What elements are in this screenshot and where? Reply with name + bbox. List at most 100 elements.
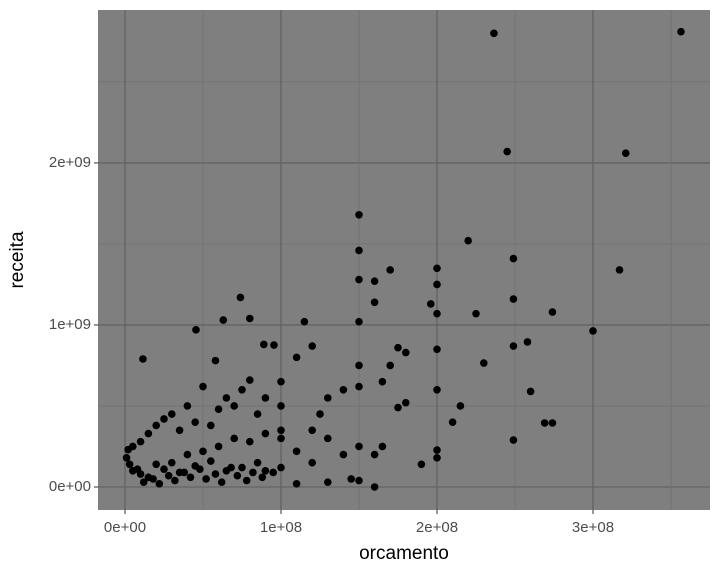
point: [206, 457, 215, 465]
point: [308, 426, 316, 435]
x-axis-title: orcamento: [359, 543, 449, 564]
point: [509, 295, 518, 303]
point: [206, 421, 215, 430]
point: [433, 385, 441, 394]
point: [509, 436, 518, 444]
point: [136, 437, 145, 446]
point: [211, 470, 220, 478]
y-tick-label: 0e+00: [49, 478, 91, 495]
point: [245, 376, 254, 384]
point: [433, 446, 441, 454]
point: [355, 476, 363, 485]
point: [219, 316, 228, 324]
y-tick-label: 1e+09: [49, 316, 91, 333]
point: [323, 394, 332, 402]
point: [227, 463, 235, 472]
point: [160, 465, 168, 473]
point: [149, 475, 157, 483]
point: [245, 314, 254, 323]
point: [261, 394, 270, 402]
point: [323, 478, 332, 486]
point: [191, 418, 199, 426]
point: [433, 264, 441, 273]
point: [401, 348, 410, 357]
point: [230, 434, 238, 443]
point: [152, 421, 160, 430]
point: [378, 442, 387, 451]
point: [217, 478, 226, 486]
point: [253, 458, 262, 467]
x-tick-label: 2e+08: [416, 519, 458, 536]
point: [433, 345, 441, 354]
point: [236, 293, 245, 302]
point: [509, 254, 518, 263]
point: [133, 465, 142, 473]
point: [433, 454, 441, 462]
point: [167, 410, 176, 418]
point: [124, 445, 132, 454]
point: [394, 343, 402, 352]
point: [548, 419, 557, 427]
point: [183, 402, 192, 410]
point: [347, 475, 355, 483]
point: [242, 476, 251, 485]
point: [160, 415, 168, 423]
point: [230, 402, 238, 410]
point: [308, 458, 316, 467]
point: [261, 466, 270, 475]
point: [355, 382, 363, 391]
point: [615, 266, 624, 274]
x-tick-label: 1e+08: [260, 519, 302, 536]
point: [167, 458, 176, 467]
point: [260, 340, 268, 349]
point: [621, 149, 630, 158]
point: [238, 385, 246, 394]
point: [238, 463, 246, 472]
point: [144, 429, 153, 438]
point: [523, 338, 532, 346]
point: [433, 280, 441, 289]
y-tick-label: 2e+09: [49, 154, 91, 171]
point: [417, 460, 426, 469]
point: [270, 341, 278, 349]
point: [464, 236, 472, 245]
x-tick-label: 0e+00: [104, 519, 146, 536]
point: [540, 419, 549, 427]
point: [292, 447, 301, 456]
point: [261, 429, 270, 438]
point: [448, 418, 457, 426]
point: [139, 478, 148, 486]
point: [589, 327, 597, 335]
point: [175, 426, 184, 435]
point: [378, 377, 387, 386]
point: [370, 298, 379, 307]
point: [139, 355, 147, 363]
point: [355, 275, 363, 284]
point: [472, 309, 480, 318]
point: [292, 479, 301, 488]
point: [214, 442, 223, 451]
point: [503, 147, 511, 156]
point: [245, 437, 254, 446]
point: [269, 468, 277, 477]
point: [426, 300, 435, 308]
x-tick-label: 3e+08: [572, 519, 614, 536]
point: [277, 426, 285, 435]
point: [233, 471, 242, 480]
point: [677, 27, 685, 36]
point: [433, 309, 441, 318]
point: [183, 450, 192, 459]
point: [355, 442, 363, 451]
point: [171, 476, 179, 485]
point: [277, 377, 285, 386]
point: [355, 317, 363, 326]
point: [277, 463, 285, 472]
point: [316, 410, 324, 418]
point: [386, 361, 394, 370]
point: [548, 308, 557, 316]
point: [186, 473, 195, 482]
point: [526, 387, 535, 396]
point: [152, 460, 160, 469]
point: [300, 317, 309, 326]
